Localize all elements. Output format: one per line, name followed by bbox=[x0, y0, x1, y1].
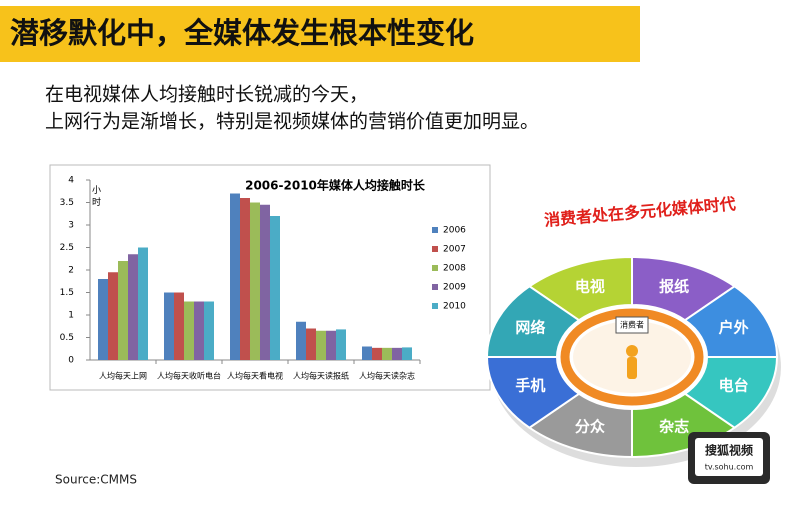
bar bbox=[336, 329, 346, 360]
header-title: 潜移默化中，全媒体发生根本性变化 bbox=[10, 16, 474, 50]
logo-screen bbox=[695, 438, 763, 476]
segment-label: 分众 bbox=[575, 418, 605, 436]
bar bbox=[372, 347, 382, 360]
y-tick-label: 3.5 bbox=[60, 198, 74, 208]
bar bbox=[362, 346, 372, 360]
bar bbox=[296, 321, 306, 360]
y-tick-label: 2 bbox=[68, 266, 74, 276]
bar bbox=[240, 198, 250, 360]
x-tick-label: 人均每天看电视 bbox=[227, 371, 283, 381]
header-bar bbox=[0, 6, 640, 62]
bar bbox=[108, 272, 118, 360]
figure-head bbox=[626, 345, 638, 357]
y-label-char: 小 bbox=[92, 185, 101, 196]
bar bbox=[260, 204, 270, 360]
legend-label: 2009 bbox=[443, 283, 466, 293]
bar bbox=[270, 216, 280, 360]
segment-label: 网络 bbox=[515, 318, 545, 336]
legend-swatch bbox=[432, 227, 438, 233]
x-tick-label: 人均每天读杂志 bbox=[359, 371, 415, 381]
segment-label: 手机 bbox=[515, 377, 545, 395]
bar bbox=[250, 202, 260, 360]
bar bbox=[138, 247, 148, 360]
x-tick-label: 人均每天收听电台 bbox=[157, 371, 221, 381]
body-line: 在电视媒体人均接触时长锐减的今天， bbox=[45, 84, 368, 106]
y-axis-label: 小时 bbox=[92, 185, 101, 208]
bar bbox=[402, 347, 412, 360]
y-tick-label: 2.5 bbox=[60, 243, 74, 253]
y-label-char: 时 bbox=[92, 196, 101, 208]
figure-body bbox=[627, 357, 637, 379]
bar bbox=[194, 301, 204, 360]
legend-swatch bbox=[432, 265, 438, 271]
bar bbox=[174, 292, 184, 360]
bar bbox=[118, 261, 128, 360]
sign bbox=[615, 316, 649, 334]
legend-label: 2006 bbox=[443, 226, 466, 236]
y-tick-label: 1 bbox=[68, 311, 74, 321]
center-label: 消费者 bbox=[620, 320, 644, 330]
segment-label: 电台 bbox=[719, 377, 749, 395]
segment-label: 户外 bbox=[719, 318, 749, 336]
bar bbox=[382, 347, 392, 360]
hub-ring bbox=[560, 308, 704, 406]
legend-swatch bbox=[432, 284, 438, 290]
diagram-title: 消费者处在多元化媒体时代 bbox=[543, 194, 736, 230]
segment-label: 电视 bbox=[575, 277, 605, 295]
legend-swatch bbox=[432, 303, 438, 309]
bar bbox=[164, 292, 174, 360]
legend-label: 2010 bbox=[443, 302, 466, 312]
bar bbox=[128, 254, 138, 360]
legend-swatch bbox=[432, 246, 438, 252]
bar bbox=[98, 279, 108, 360]
bar bbox=[316, 330, 326, 360]
bar bbox=[230, 193, 240, 360]
logo-url: tv.sohu.com bbox=[705, 463, 754, 472]
logo-name: 搜狐视频 bbox=[705, 443, 753, 458]
bar bbox=[306, 328, 316, 360]
x-tick-label: 人均每天上网 bbox=[99, 371, 147, 381]
chart-title: 2006-2010年媒体人均接触时长 bbox=[245, 178, 426, 193]
y-tick-label: 1.5 bbox=[60, 288, 74, 298]
source: Source:CMMS bbox=[55, 473, 137, 487]
y-tick-label: 4 bbox=[68, 176, 74, 186]
y-tick-label: 0.5 bbox=[60, 333, 74, 343]
bar bbox=[326, 330, 336, 360]
y-tick-label: 0 bbox=[68, 356, 74, 366]
bar bbox=[392, 347, 402, 360]
segment-label: 杂志 bbox=[659, 418, 689, 436]
body-line: 上网行为是渐增长，特别是视频媒体的营销价值更加明显。 bbox=[45, 111, 539, 133]
bar bbox=[184, 301, 194, 360]
legend-label: 2007 bbox=[443, 245, 466, 255]
legend-label: 2008 bbox=[443, 264, 466, 274]
segment-label: 报纸 bbox=[659, 277, 689, 295]
bar bbox=[204, 301, 214, 360]
y-tick-label: 3 bbox=[68, 221, 74, 231]
x-tick-label: 人均每天读报纸 bbox=[293, 371, 349, 381]
